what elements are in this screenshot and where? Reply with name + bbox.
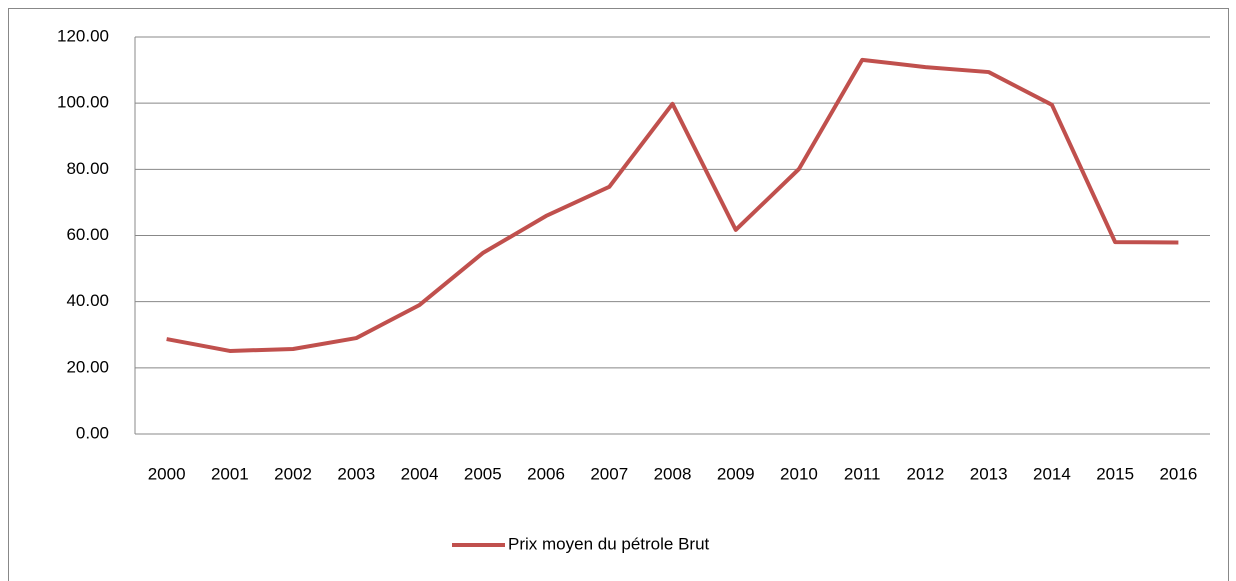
x-tick-label: 2004 <box>401 464 439 483</box>
x-tick-label: 2006 <box>527 464 565 483</box>
y-tick-label: 120.00 <box>57 26 109 45</box>
y-tick-label: 0.00 <box>76 423 109 442</box>
x-tick-label: 2008 <box>654 464 692 483</box>
x-tick-label: 2010 <box>780 464 818 483</box>
x-tick-label: 2003 <box>337 464 375 483</box>
x-tick-label: 2012 <box>907 464 945 483</box>
legend-label: Prix moyen du pétrole Brut <box>508 534 710 553</box>
y-tick-label: 80.00 <box>66 159 109 178</box>
x-tick-label: 2016 <box>1159 464 1197 483</box>
chart-border <box>8 8 1229 581</box>
x-tick-label: 2007 <box>590 464 628 483</box>
y-tick-label: 60.00 <box>66 225 109 244</box>
y-tick-label: 100.00 <box>57 93 109 112</box>
x-tick-label: 2000 <box>148 464 186 483</box>
series-line <box>166 57 1179 353</box>
y-tick-label: 40.00 <box>66 291 109 310</box>
y-tick-label: 20.00 <box>66 357 109 376</box>
x-tick-label: 2014 <box>1033 464 1071 483</box>
x-tick-label: 2011 <box>844 464 881 483</box>
x-tick-label: 2001 <box>211 464 249 483</box>
x-tick-label: 2015 <box>1096 464 1134 483</box>
x-tick-label: 2009 <box>717 464 755 483</box>
x-tick-label: 2005 <box>464 464 502 483</box>
x-tick-label: 2002 <box>274 464 312 483</box>
x-tick-label: 2013 <box>970 464 1008 483</box>
